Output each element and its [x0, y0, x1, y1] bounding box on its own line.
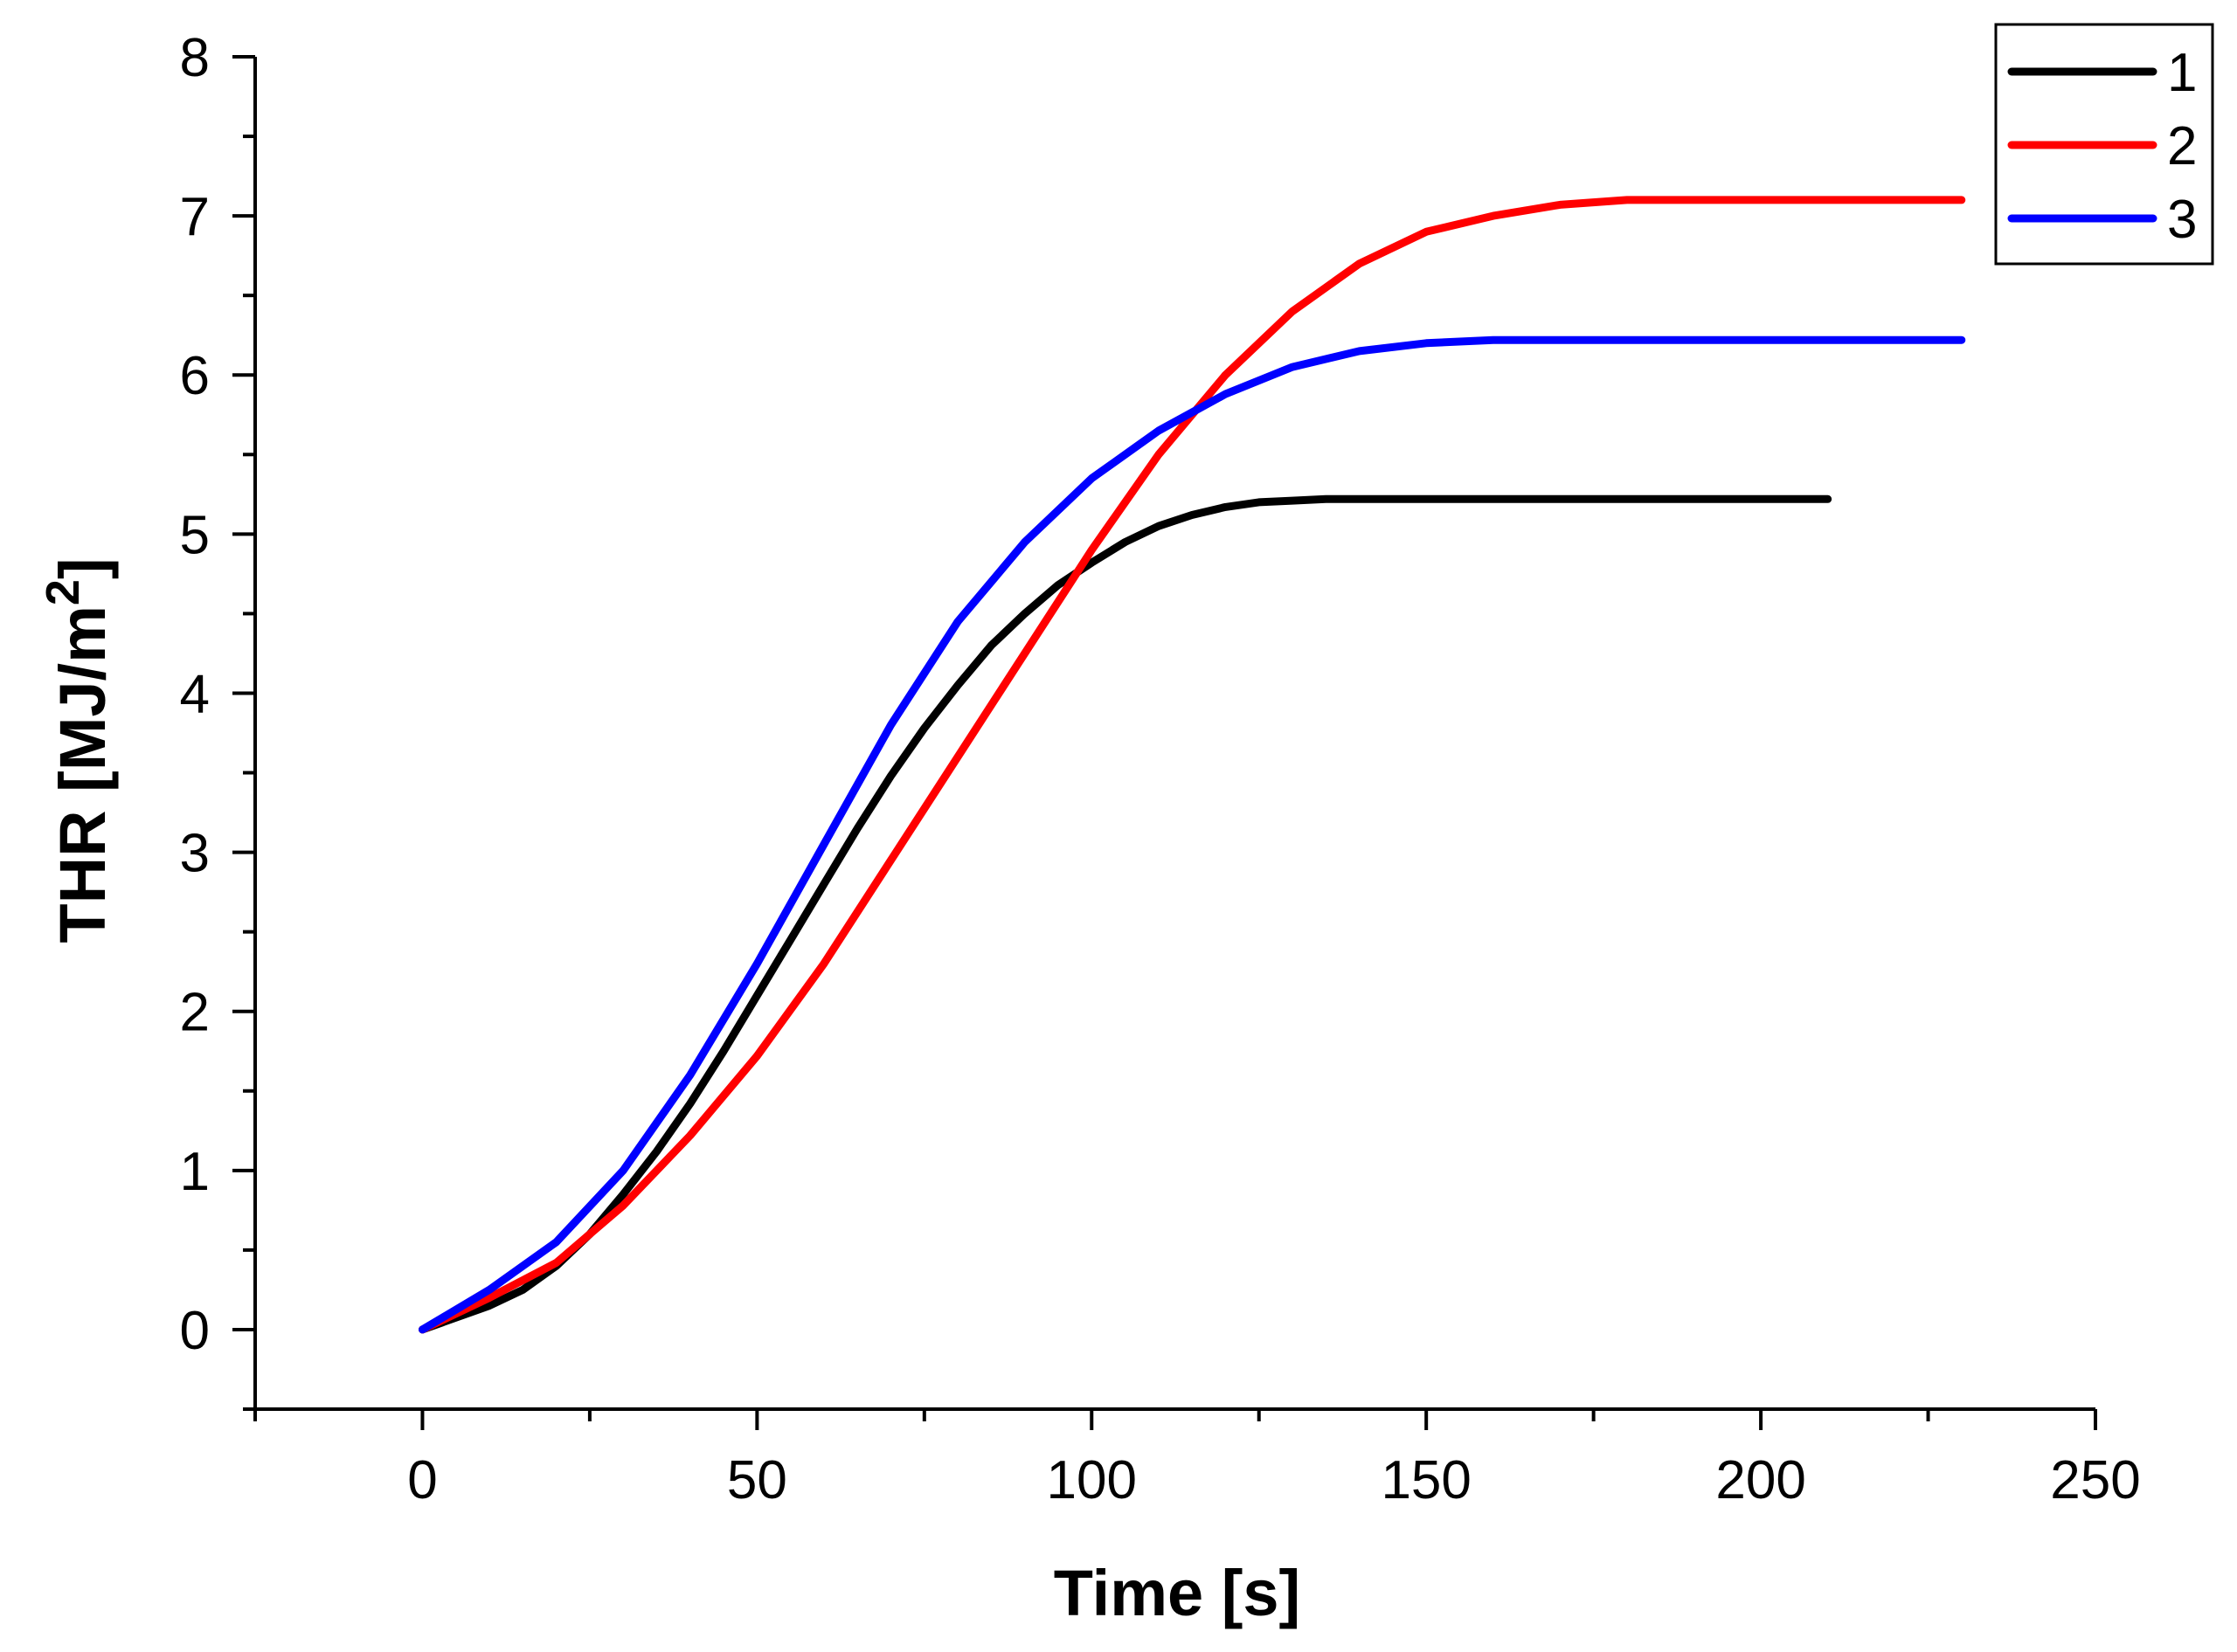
series-line-1: [419, 494, 1832, 1334]
x-tick-label: 250: [2050, 1450, 2140, 1510]
y-tick-label: 7: [180, 187, 210, 247]
y-tick-label: 1: [180, 1142, 210, 1202]
x-tick-label: 150: [1381, 1450, 1471, 1510]
y-tick-label: 2: [180, 983, 210, 1043]
legend-label-2: 2: [2167, 116, 2197, 176]
y-axis-title-main: THR [MJ/m: [46, 605, 119, 943]
y-tick-label: 5: [180, 505, 210, 565]
series-line-3: [419, 335, 1966, 1334]
y-axis-title-close: ]: [46, 557, 119, 579]
y-tick-label: 4: [180, 664, 210, 724]
x-tick-label: 0: [407, 1450, 437, 1510]
y-tick-label: 8: [180, 28, 210, 88]
x-axis-title: Time [s]: [1054, 1557, 1300, 1629]
legend-label-1: 1: [2167, 43, 2197, 103]
legend: 1 2 3: [1994, 23, 2214, 266]
y-axis-title-superscript: 2: [37, 579, 89, 605]
y-tick-label: 6: [180, 346, 210, 406]
x-tick-label: 100: [1047, 1450, 1137, 1510]
y-axis-title: THR [MJ/m2]: [37, 557, 119, 943]
series-layer: [419, 196, 1966, 1334]
y-tick-label: 0: [180, 1301, 210, 1361]
legend-label-3: 3: [2167, 190, 2197, 250]
x-tick-label: 200: [1715, 1450, 1805, 1510]
y-tick-label: 3: [180, 824, 210, 884]
x-tick-label: 50: [727, 1450, 787, 1510]
axes: 0 1 2 3 4 5 6 7 8 0 50 100 150 200 250: [180, 28, 2141, 1510]
